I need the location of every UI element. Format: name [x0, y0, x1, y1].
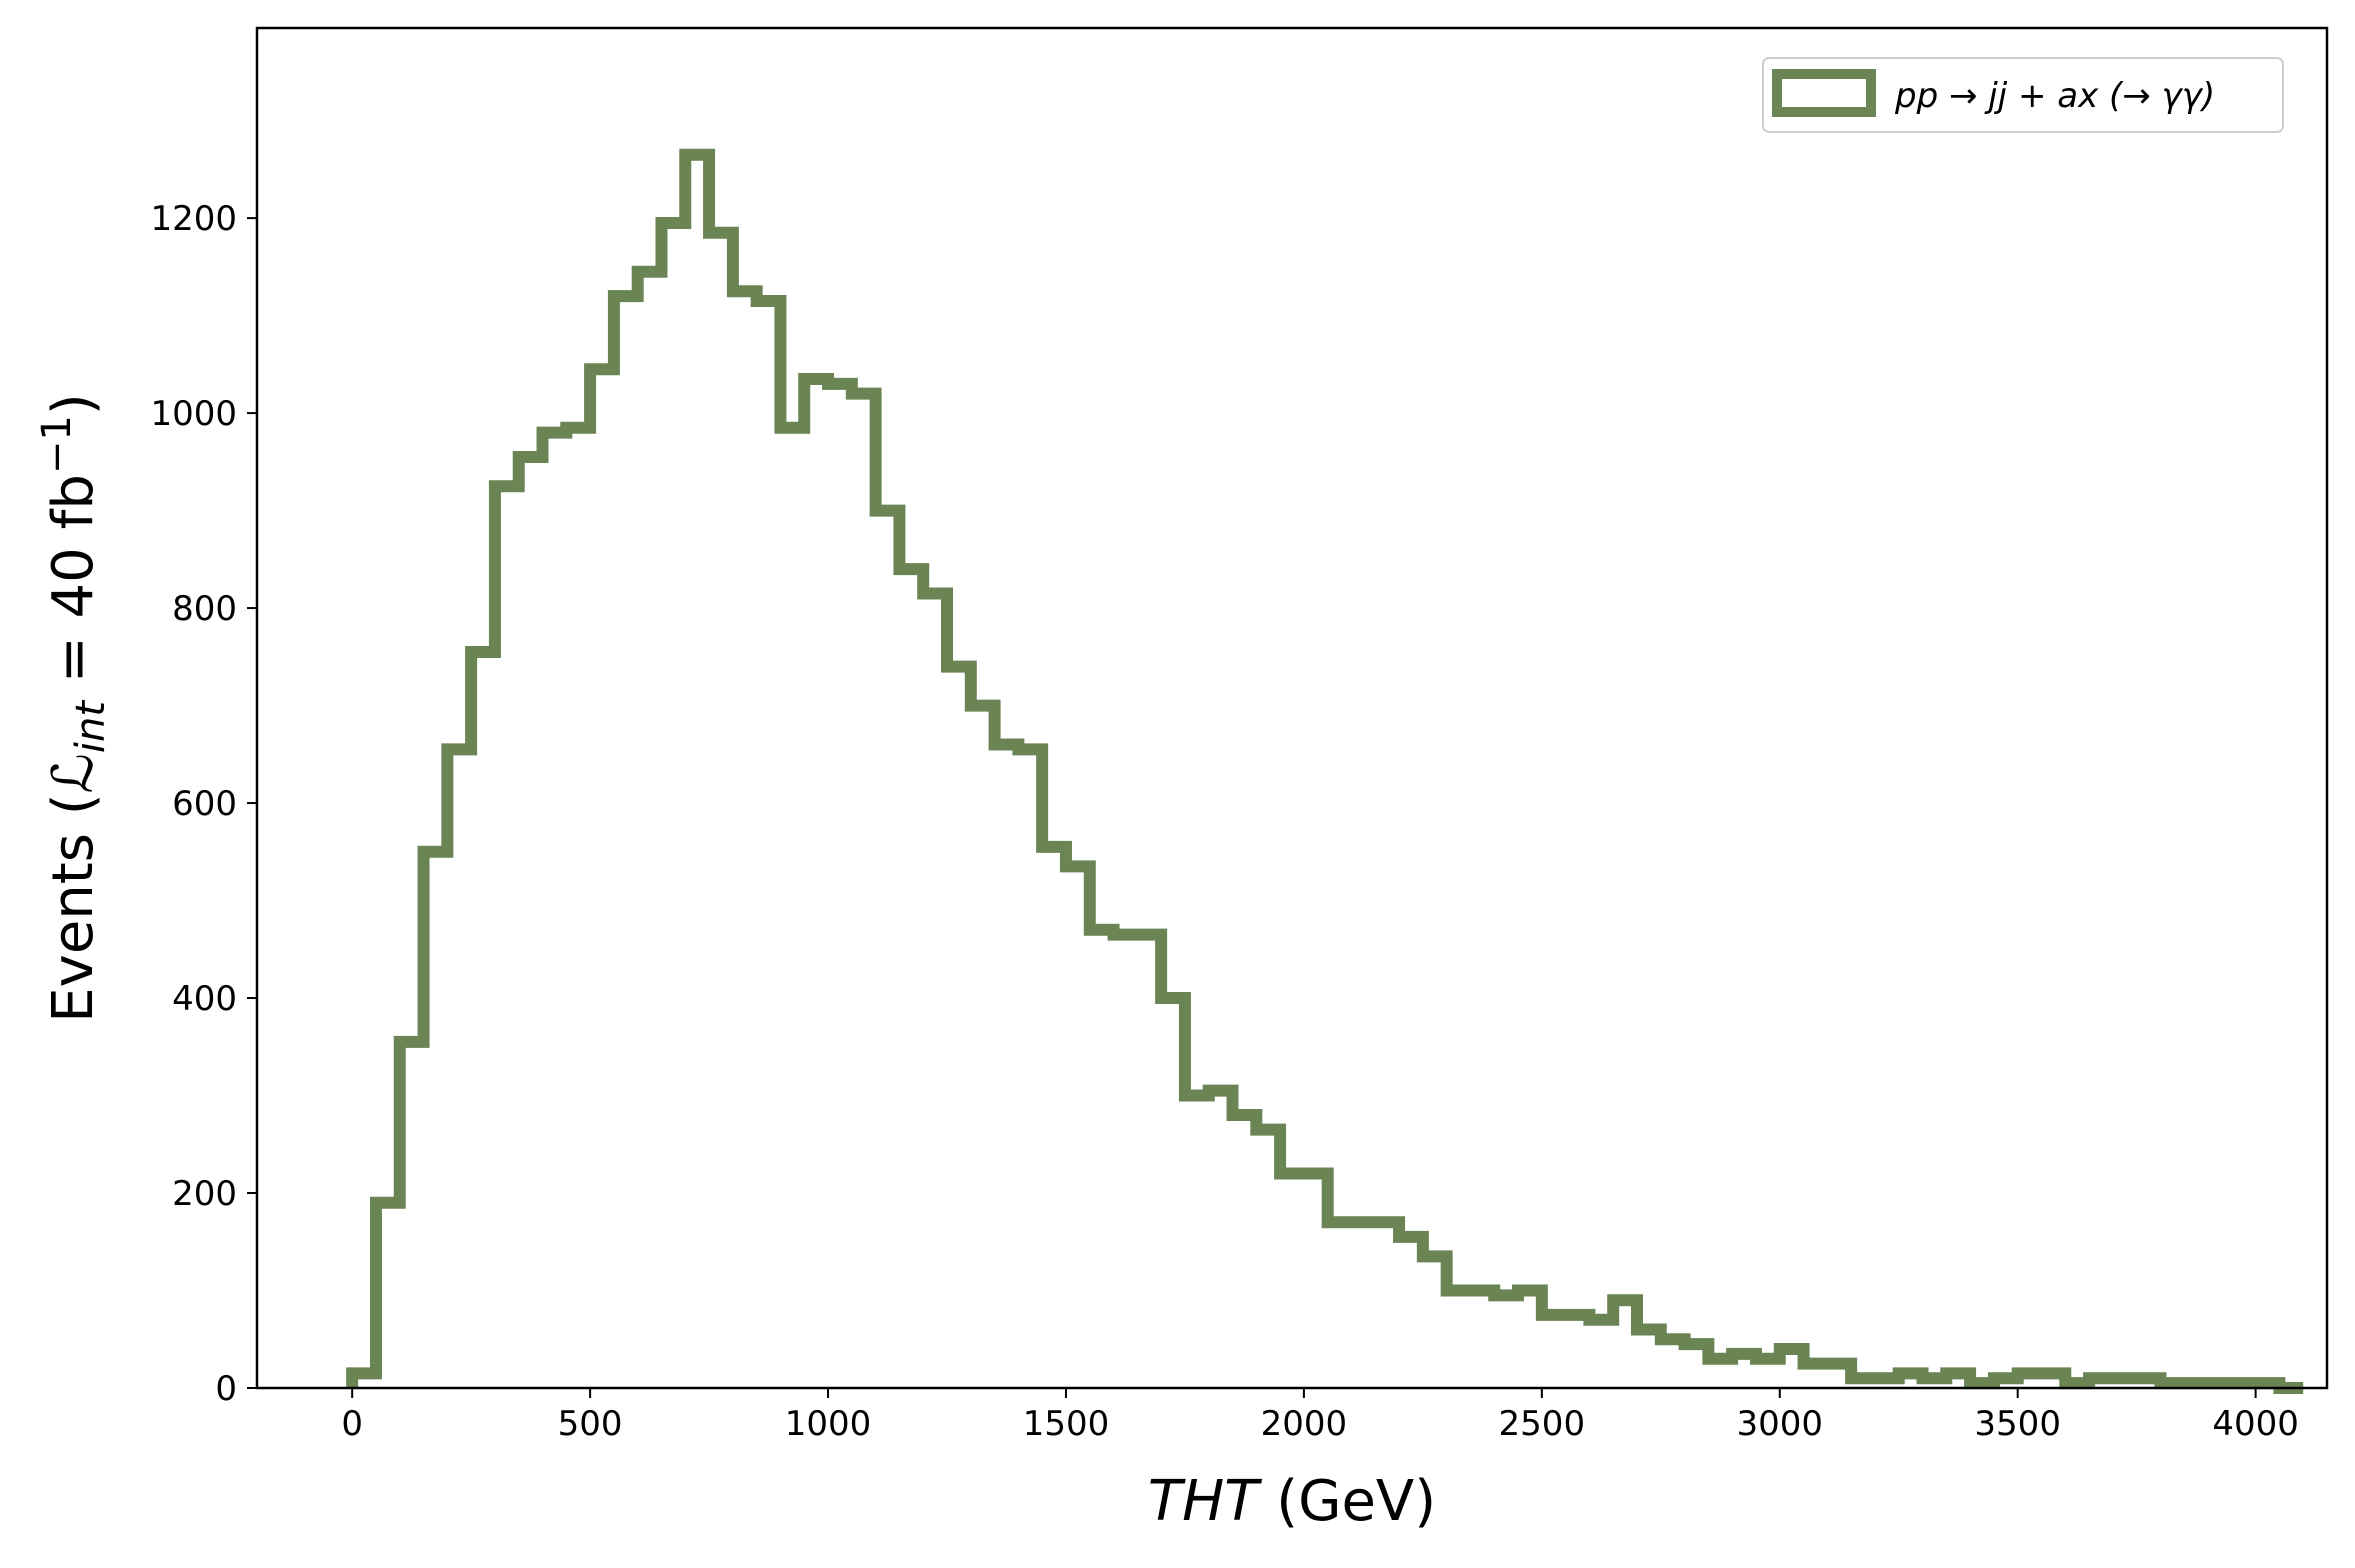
- y-tick-label: 800: [172, 589, 237, 629]
- legend-box: [1762, 57, 2284, 133]
- y-tick-label: 600: [172, 784, 237, 824]
- y-axis-label-superscript: −1: [34, 415, 80, 474]
- plot-area: [346, 148, 2304, 1394]
- y-tick-label: 1200: [150, 199, 237, 239]
- x-axis-label: THT (GeV): [1148, 1469, 1436, 1534]
- x-tick-label: 3500: [1974, 1404, 2061, 1444]
- y-axis-label-subscript: int: [68, 700, 114, 753]
- y-axis-label-value: = 40 fb: [41, 474, 106, 701]
- x-tick-label: 2500: [1499, 1404, 1586, 1444]
- y-tick-label: 0: [215, 1369, 237, 1409]
- y-axis-label-close: ): [41, 393, 106, 415]
- y-axis-ticks: 0 200 400 600 800 1000 1200: [150, 199, 257, 1409]
- x-tick-label: 1000: [785, 1404, 872, 1444]
- x-tick-label: 0: [341, 1404, 363, 1444]
- x-tick-label: 4000: [2212, 1404, 2299, 1444]
- x-axis-label-variable: THT: [1148, 1469, 1262, 1534]
- x-tick-label: 500: [558, 1404, 623, 1444]
- x-axis-ticks: 0 500 1000 1500 2000 2500 3000 3500 4000: [341, 1388, 2299, 1444]
- y-axis-label: Events (ℒint = 40 fb−1): [34, 393, 114, 1022]
- y-tick-label: 400: [172, 979, 237, 1019]
- x-tick-label: 3000: [1736, 1404, 1823, 1444]
- legend-swatch: [1772, 69, 1876, 117]
- y-axis-label-luminosity: ℒ: [41, 753, 106, 793]
- plot-frame: [255, 26, 2329, 1390]
- x-axis-label-unit: (GeV): [1258, 1469, 1436, 1534]
- legend: pp → jj + ax (→ γγ): [1762, 57, 2284, 133]
- histogram-series-outline: [346, 148, 2304, 1394]
- y-tick-label: 1000: [150, 394, 237, 434]
- legend-label: pp → jj + ax (→ γγ): [1894, 76, 2215, 116]
- y-tick-label: 200: [172, 1174, 237, 1214]
- y-axis-label-prefix: Events (: [41, 793, 106, 1022]
- x-tick-label: 1500: [1023, 1404, 1110, 1444]
- x-tick-label: 2000: [1261, 1404, 1348, 1444]
